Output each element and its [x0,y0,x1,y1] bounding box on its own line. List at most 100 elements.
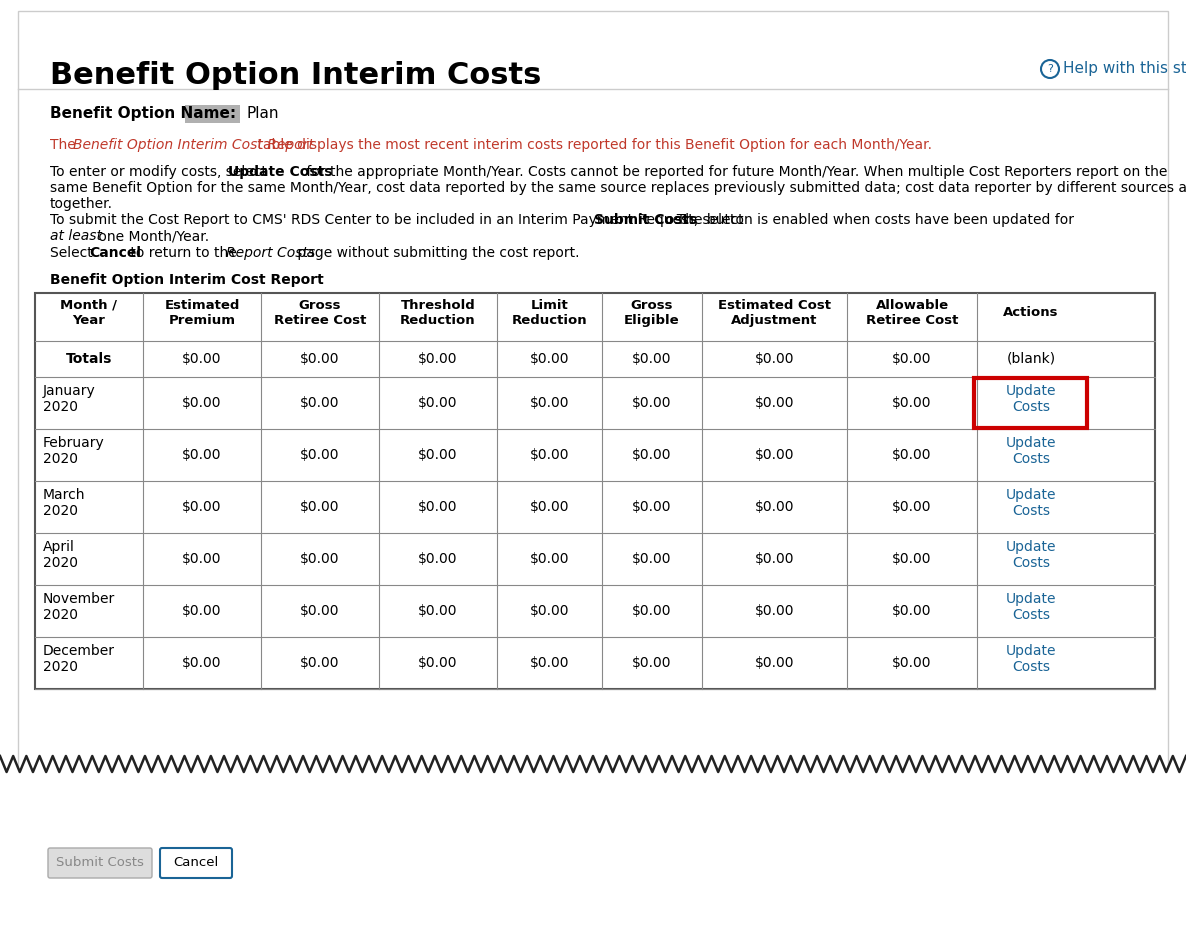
Text: $0.00: $0.00 [530,448,569,462]
Text: Benefit Option Interim Cost Report: Benefit Option Interim Cost Report [74,138,314,152]
Text: $0.00: $0.00 [632,448,671,462]
Text: $0.00: $0.00 [892,448,932,462]
Text: $0.00: $0.00 [892,604,932,618]
Text: $0.00: $0.00 [754,552,795,566]
Text: $0.00: $0.00 [419,396,458,410]
Text: Select: Select [50,246,97,260]
Text: $0.00: $0.00 [183,352,222,366]
Text: Update
Costs: Update Costs [1006,436,1057,466]
Text: Estimated Cost
Adjustment: Estimated Cost Adjustment [718,299,831,327]
FancyBboxPatch shape [47,848,152,878]
Text: To enter or modify costs, select: To enter or modify costs, select [50,165,272,179]
Text: Estimated
Premium: Estimated Premium [165,299,240,327]
Text: $0.00: $0.00 [632,500,671,514]
Text: December
2020: December 2020 [43,644,115,674]
Text: Update
Costs: Update Costs [1006,540,1057,570]
Text: Cancel: Cancel [89,246,141,260]
Text: November
2020: November 2020 [43,592,115,622]
Text: $0.00: $0.00 [892,396,932,410]
Text: $0.00: $0.00 [632,352,671,366]
Text: $0.00: $0.00 [530,656,569,670]
Text: $0.00: $0.00 [419,656,458,670]
Text: together.: together. [50,197,113,211]
Text: at least: at least [50,229,102,243]
Text: $0.00: $0.00 [300,604,339,618]
Text: Submit Costs: Submit Costs [594,213,697,227]
Text: $0.00: $0.00 [183,604,222,618]
Text: The: The [50,138,81,152]
Text: February
2020: February 2020 [43,436,104,466]
Text: same Benefit Option for the same Month/Year, cost data reported by the same sour: same Benefit Option for the same Month/Y… [50,181,1186,195]
Text: Update Costs: Update Costs [228,165,332,179]
Text: March
2020: March 2020 [43,488,85,518]
Text: Update
Costs: Update Costs [1006,644,1057,674]
Bar [974,378,1088,428]
Text: Submit Costs: Submit Costs [56,857,144,869]
Text: $0.00: $0.00 [300,656,339,670]
Text: $0.00: $0.00 [892,552,932,566]
Text: for the appropriate Month/Year. Costs cannot be reported for future Month/Year. : for the appropriate Month/Year. Costs ca… [302,165,1167,179]
Text: Gross
Retiree Cost: Gross Retiree Cost [274,299,366,327]
Text: $0.00: $0.00 [183,396,222,410]
Text: $0.00: $0.00 [183,448,222,462]
Text: $0.00: $0.00 [183,656,222,670]
Text: Month /
Year: Month / Year [60,299,117,327]
Text: table displays the most recent interim costs reported for this Benefit Option fo: table displays the most recent interim c… [254,138,932,152]
Bar [36,293,1155,689]
Text: $0.00: $0.00 [754,604,795,618]
Text: To submit the Cost Report to CMS' RDS Center to be included in an Interim Paymen: To submit the Cost Report to CMS' RDS Ce… [50,213,748,227]
Text: $0.00: $0.00 [754,500,795,514]
Text: $0.00: $0.00 [632,656,671,670]
Text: $0.00: $0.00 [530,352,569,366]
Text: page without submitting the cost report.: page without submitting the cost report. [293,246,579,260]
Text: Benefit Option Name:: Benefit Option Name: [50,106,236,121]
Text: $0.00: $0.00 [530,604,569,618]
Text: Plan: Plan [247,106,280,121]
Text: Cancel: Cancel [173,857,218,869]
Text: $0.00: $0.00 [300,500,339,514]
Text: $0.00: $0.00 [632,604,671,618]
Text: ?: ? [1047,64,1053,74]
Text: $0.00: $0.00 [419,500,458,514]
Text: $0.00: $0.00 [754,656,795,670]
Text: one Month/Year.: one Month/Year. [95,229,210,243]
Text: $0.00: $0.00 [300,352,339,366]
Text: $0.00: $0.00 [530,500,569,514]
Text: Report Costs: Report Costs [227,246,315,260]
Text: $0.00: $0.00 [300,448,339,462]
Text: $0.00: $0.00 [419,448,458,462]
Text: $0.00: $0.00 [419,604,458,618]
Text: $0.00: $0.00 [632,552,671,566]
Text: $0.00: $0.00 [632,396,671,410]
Text: January
2020: January 2020 [43,384,96,414]
FancyBboxPatch shape [160,848,232,878]
Text: $0.00: $0.00 [892,352,932,366]
Text: Benefit Option Interim Cost Report: Benefit Option Interim Cost Report [50,273,324,287]
Text: Gross
Eligible: Gross Eligible [624,299,680,327]
Text: Allowable
Retiree Cost: Allowable Retiree Cost [866,299,958,327]
Text: Threshold
Reduction: Threshold Reduction [400,299,476,327]
Text: $0.00: $0.00 [183,552,222,566]
Text: (blank): (blank) [1007,352,1056,366]
Text: to return to the: to return to the [126,246,241,260]
Text: Update
Costs: Update Costs [1006,488,1057,518]
Text: $0.00: $0.00 [300,552,339,566]
Text: Actions: Actions [1003,306,1059,320]
Text: April
2020: April 2020 [43,540,78,570]
Text: . The button is enabled when costs have been updated for: . The button is enabled when costs have … [668,213,1075,227]
Text: $0.00: $0.00 [300,396,339,410]
Text: Update
Costs: Update Costs [1006,592,1057,622]
Text: Update
Costs: Update Costs [1006,384,1057,414]
Text: $0.00: $0.00 [419,352,458,366]
Text: $0.00: $0.00 [530,396,569,410]
Text: Limit
Reduction: Limit Reduction [511,299,587,327]
Text: $0.00: $0.00 [754,396,795,410]
Text: Totals: Totals [65,352,113,366]
Text: $0.00: $0.00 [419,552,458,566]
Text: Benefit Option Interim Costs: Benefit Option Interim Costs [50,61,541,90]
Text: Help with this step: Help with this step [1063,62,1186,76]
Text: $0.00: $0.00 [183,500,222,514]
Text: $0.00: $0.00 [754,352,795,366]
Text: $0.00: $0.00 [754,448,795,462]
Text: $0.00: $0.00 [892,656,932,670]
